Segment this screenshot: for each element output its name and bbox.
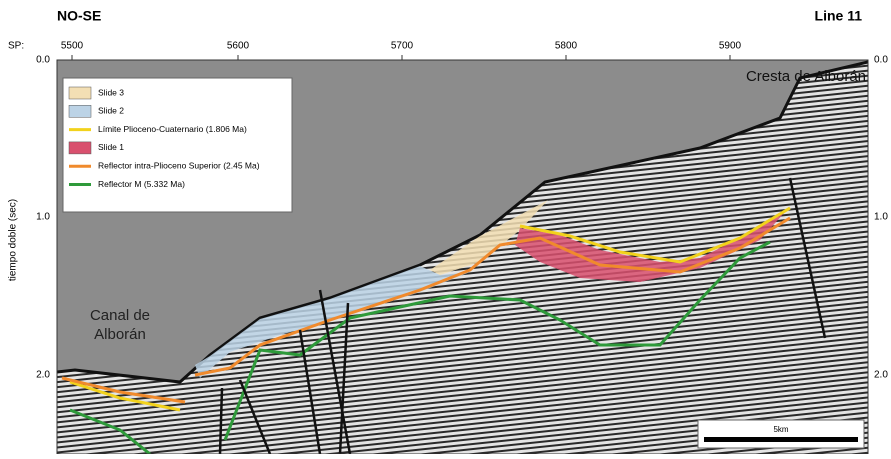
y2-tick-label: 2.0 (874, 370, 888, 381)
header-right: Line 11 (815, 8, 863, 24)
legend (62, 77, 293, 213)
legend-label: Reflector M (5.332 Ma) (98, 179, 185, 189)
seafloor (57, 60, 868, 384)
reflector-m (69, 408, 151, 454)
scale-bar (704, 437, 858, 442)
y-tick-label: 0.0 (36, 55, 50, 66)
scale-box (697, 419, 865, 449)
sp-tick-label: 5900 (719, 41, 742, 52)
pq-boundary (69, 380, 181, 412)
seismic-section (57, 60, 868, 454)
legend-label: Reflector intra-Plioceno Superior (2.45 … (98, 160, 260, 170)
legend-label: Límite Plioceno-Cuaternario (1.806 Ma) (98, 124, 247, 134)
intra-pliocene (61, 376, 186, 404)
slide-1 (515, 212, 785, 282)
annotation: Cresta de Alborán (746, 68, 866, 85)
y2-tick-label: 1.0 (874, 212, 888, 223)
sp-label: SP: (8, 41, 24, 52)
y-axis-label: tiempo doble (sec) (8, 199, 19, 281)
header-left: NO-SE (57, 8, 101, 24)
legend-swatch (68, 86, 92, 100)
legend-label: Slide 1 (98, 142, 124, 152)
y-tick-label: 2.0 (36, 370, 50, 381)
scale-label: 5km (773, 425, 788, 434)
pq-boundary (519, 206, 791, 264)
y-tick-label: 1.0 (36, 212, 50, 223)
legend-label: Slide 2 (98, 106, 124, 116)
legend-label: Slide 3 (98, 87, 124, 97)
annotation: Canal de (90, 307, 150, 324)
legend-swatch (68, 141, 92, 155)
slide-2 (195, 266, 470, 378)
slide-3 (430, 200, 548, 275)
sp-tick-label: 5800 (555, 41, 578, 52)
legend-swatch (68, 105, 92, 118)
sp-tick-label: 5500 (61, 41, 84, 52)
annotation: Alborán (94, 326, 146, 343)
y2-tick-label: 0.0 (874, 55, 888, 66)
reflector-m (223, 240, 771, 441)
faults (218, 177, 827, 454)
sp-tick-label: 5700 (391, 41, 414, 52)
intra-pliocene (194, 216, 791, 377)
sp-tick-label: 5600 (227, 41, 250, 52)
